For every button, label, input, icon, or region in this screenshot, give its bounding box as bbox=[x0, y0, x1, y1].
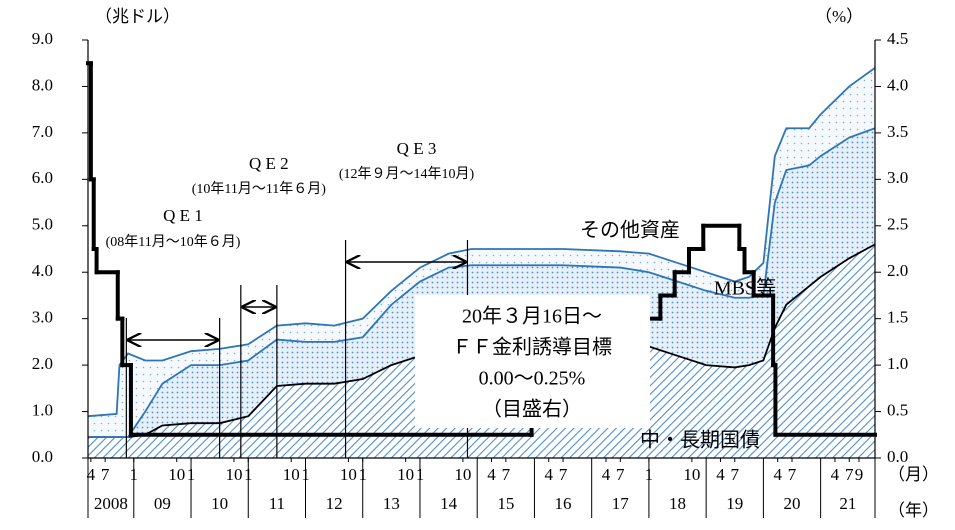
x-tick-label: 10 bbox=[340, 465, 357, 484]
y2-tick-label: 1.5 bbox=[887, 308, 908, 327]
series-label: その他資産 bbox=[580, 219, 680, 242]
year-label: 2008 bbox=[94, 494, 128, 513]
annotation-label: Q E 2 bbox=[249, 154, 289, 173]
area bbox=[88, 67, 875, 438]
x-tick-label: 4 bbox=[773, 465, 782, 484]
x-tick-label: 7 bbox=[788, 465, 797, 484]
x-tick-label: 4 bbox=[487, 465, 496, 484]
y2-tick-label: 0.0 bbox=[887, 447, 908, 466]
y2-tick-label: 2.0 bbox=[887, 261, 908, 280]
x-tick-label: 10 bbox=[454, 465, 471, 484]
annotation-period: (12年９月～14年10月) bbox=[339, 166, 475, 182]
x-tick-label: 4 bbox=[716, 465, 725, 484]
y-tick-label: 3.0 bbox=[32, 308, 53, 327]
year-label: 18 bbox=[669, 494, 686, 513]
y-tick-label: 5.0 bbox=[32, 215, 53, 234]
y-tick-label: 0.0 bbox=[32, 447, 53, 466]
y2-tick-label: 3.5 bbox=[887, 122, 908, 141]
x-tick-label: 7 bbox=[559, 465, 568, 484]
year-label: 19 bbox=[726, 494, 743, 513]
area bbox=[88, 128, 875, 438]
annotation-label: Q E 3 bbox=[397, 139, 437, 158]
x-tick-label: 4 bbox=[87, 465, 96, 484]
x-tick-label: 7 bbox=[845, 465, 854, 484]
year-label: 14 bbox=[440, 494, 458, 513]
x-tick-label: 7 bbox=[616, 465, 625, 484]
x-tick-label: 4 bbox=[831, 465, 840, 484]
x-tick-label: 7 bbox=[502, 465, 511, 484]
note-text: （目盛右） bbox=[482, 398, 582, 421]
y2-tick-label: 2.5 bbox=[887, 215, 908, 234]
y-tick-label: 1.0 bbox=[32, 400, 53, 419]
y-axis-label: （兆ドル） bbox=[95, 7, 180, 26]
y2-tick-label: 1.0 bbox=[887, 354, 908, 373]
note-text: 0.00～0.25% bbox=[479, 368, 586, 390]
x-tick-label: 7 bbox=[101, 465, 110, 484]
note-box bbox=[415, 295, 650, 428]
year-label: 09 bbox=[154, 494, 171, 513]
y-tick-label: 8.0 bbox=[32, 75, 53, 94]
month-unit: （月） bbox=[888, 465, 939, 484]
year-label: 13 bbox=[383, 494, 400, 513]
year-label: 16 bbox=[555, 494, 572, 513]
series-label: MBS等 bbox=[714, 277, 776, 300]
year-label: 15 bbox=[497, 494, 514, 513]
year-label: 21 bbox=[839, 494, 856, 513]
y2-tick-label: 0.5 bbox=[887, 400, 908, 419]
x-tick-label: 4 bbox=[545, 465, 554, 484]
y2-tick-label: 3.0 bbox=[887, 168, 908, 187]
y-tick-label: 4.0 bbox=[32, 261, 53, 280]
series-line bbox=[87, 67, 876, 418]
y-tick-label: 2.0 bbox=[32, 354, 53, 373]
x-tick-label: 7 bbox=[731, 465, 740, 484]
x-tick-label: 10 bbox=[283, 465, 300, 484]
annotation-period: (10年11月～11年６月) bbox=[192, 181, 327, 197]
note-text: 20年３月16日～ bbox=[462, 305, 602, 328]
year-label: 11 bbox=[269, 494, 285, 513]
series-label: 中・長期国債 bbox=[640, 429, 760, 452]
x-tick-label: 10 bbox=[397, 465, 414, 484]
x-tick-label: 4 bbox=[602, 465, 611, 484]
year-label: 12 bbox=[326, 494, 343, 513]
x-tick-label: 10 bbox=[683, 465, 700, 484]
year-label: 10 bbox=[211, 494, 228, 513]
note-text: ＦＦ金利誘導目標 bbox=[452, 336, 612, 359]
y2-tick-label: 4.5 bbox=[887, 29, 908, 48]
y-tick-label: 6.0 bbox=[32, 168, 53, 187]
x-tick-label: 10 bbox=[225, 465, 242, 484]
annotation-label: Q E 1 bbox=[163, 206, 203, 225]
year-label: 20 bbox=[784, 494, 801, 513]
y-tick-label: 9.0 bbox=[32, 29, 53, 48]
y2-axis-label: （%） bbox=[815, 7, 863, 26]
x-tick-label: 10 bbox=[168, 465, 185, 484]
y2-tick-label: 4.0 bbox=[887, 75, 908, 94]
year-label: 17 bbox=[612, 494, 630, 513]
annotation-period: (08年11月～10年６月) bbox=[106, 234, 241, 250]
x-tick-label: 9 bbox=[855, 465, 864, 484]
y-tick-label: 7.0 bbox=[32, 122, 53, 141]
year-unit: （年） bbox=[888, 501, 939, 520]
